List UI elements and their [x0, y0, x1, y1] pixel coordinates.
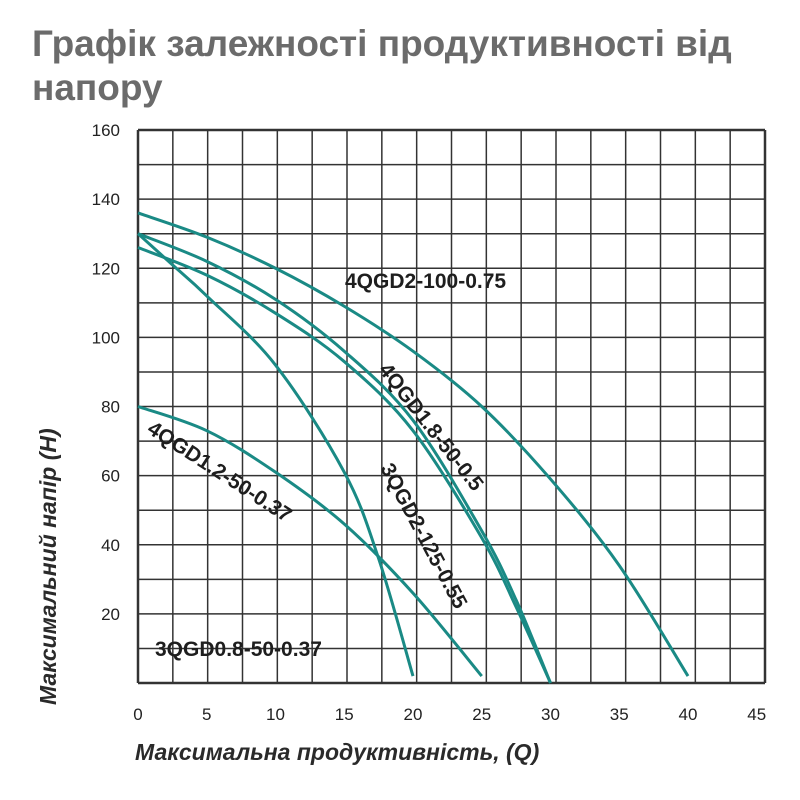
- grid: [136, 128, 767, 685]
- series-label: 3QGD0.8-50-0.37: [155, 638, 322, 661]
- y-tick-label: 160: [92, 121, 120, 140]
- y-tick-label: 40: [101, 536, 120, 555]
- y-tick-label: 20: [101, 605, 120, 624]
- x-tick-label: 35: [610, 705, 629, 724]
- x-tick-label: 45: [747, 705, 766, 724]
- y-tick-label: 60: [101, 467, 120, 486]
- x-tick-label: 0: [133, 705, 142, 724]
- x-tick-label: 5: [202, 705, 211, 724]
- x-tick-label: 30: [541, 705, 560, 724]
- series-line-3QGD0.8-50-0.37: [136, 232, 415, 677]
- series-line-3QGD2-125-0.55: [137, 246, 552, 684]
- y-tick-label: 120: [92, 259, 120, 278]
- x-tick-label: 40: [679, 705, 698, 724]
- series-label: 4QGD2-100-0.75: [345, 270, 506, 293]
- series-lines: [136, 211, 690, 684]
- series-line-4QGD1.2-50-0.37: [137, 405, 483, 678]
- x-tick-label: 25: [472, 705, 491, 724]
- series-line-4QGD2-100-0.75: [137, 211, 690, 677]
- x-tick-label: 10: [266, 705, 285, 724]
- y-axis-label: Максимальний напір (H): [35, 428, 61, 705]
- y-tick-label: 100: [92, 328, 120, 347]
- y-tick-label: 140: [92, 190, 120, 209]
- x-tick-label: 20: [404, 705, 423, 724]
- chart-title: Графік залежності продуктивності від нап…: [32, 23, 732, 108]
- series-line-4QGD1.8-50-0.5: [137, 232, 552, 684]
- series-label: 3QGD2-125-0.55: [376, 460, 472, 613]
- tick-labels: 0 5 10 15 20 25 30 35 40 45 20 40 60 80 100 120 140 160: [92, 121, 767, 724]
- y-tick-label: 80: [101, 398, 120, 417]
- x-axis-label: Максимальна продуктивність, (Q): [135, 739, 539, 765]
- x-tick-label: 15: [335, 705, 354, 724]
